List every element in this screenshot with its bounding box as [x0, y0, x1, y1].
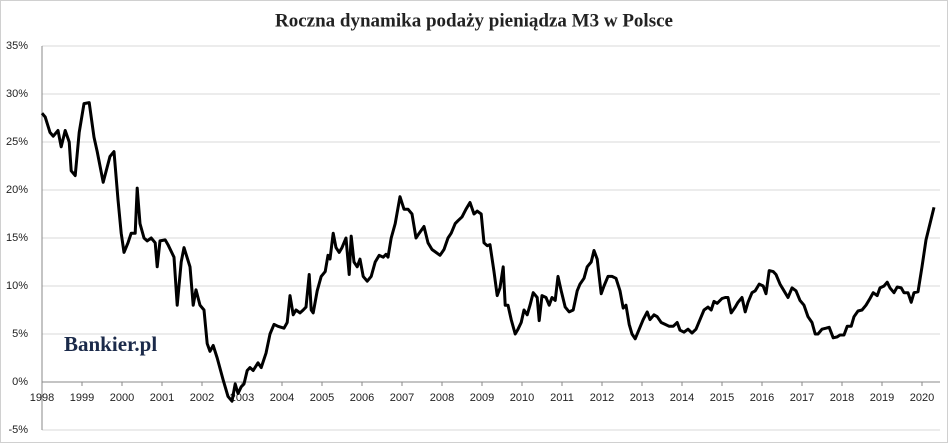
x-tick-label: 2012	[590, 392, 614, 404]
x-tick-label: 2020	[910, 392, 934, 404]
x-tick-label: 2010	[510, 392, 534, 404]
x-tick-label: 2006	[350, 392, 374, 404]
x-tick-label: 2007	[390, 392, 414, 404]
y-tick-label: 5%	[12, 328, 28, 340]
y-tick-label: 10%	[6, 280, 28, 292]
x-tick-label: 2015	[710, 392, 734, 404]
x-tick-label: 2011	[550, 392, 574, 404]
x-tick-label: 2013	[630, 392, 654, 404]
x-tick-label: 2019	[870, 392, 894, 404]
x-tick-label: 2009	[470, 392, 494, 404]
chart-title: Roczna dynamika podaży pieniądza M3 w Po…	[275, 10, 673, 31]
x-tick-label: 2016	[750, 392, 774, 404]
y-tick-label: -5%	[8, 424, 28, 436]
x-tick-label: 2005	[310, 392, 334, 404]
y-tick-label: 20%	[6, 184, 28, 196]
y-tick-label: 15%	[6, 232, 28, 244]
y-tick-label: 30%	[6, 88, 28, 100]
data-line	[40, 101, 936, 403]
x-tick-label: 2008	[430, 392, 454, 404]
x-tick-label: 2004	[270, 392, 294, 404]
watermark: Bankier.pl	[64, 332, 157, 356]
x-tick-label: 2018	[830, 392, 854, 404]
y-tick-label: 35%	[6, 40, 28, 52]
x-tick-label: 2000	[110, 392, 134, 404]
x-tick-label: 1999	[70, 392, 94, 404]
x-tick-label: 1998	[30, 392, 54, 404]
y-tick-label: 0%	[12, 376, 28, 388]
y-tick-label: 25%	[6, 136, 28, 148]
x-tick-label: 2014	[670, 392, 694, 404]
x-tick-label: 2001	[150, 392, 174, 404]
x-tick-label: 2017	[790, 392, 814, 404]
x-tick-label: 2002	[190, 392, 214, 404]
x-tick-label: 2003	[230, 392, 254, 404]
